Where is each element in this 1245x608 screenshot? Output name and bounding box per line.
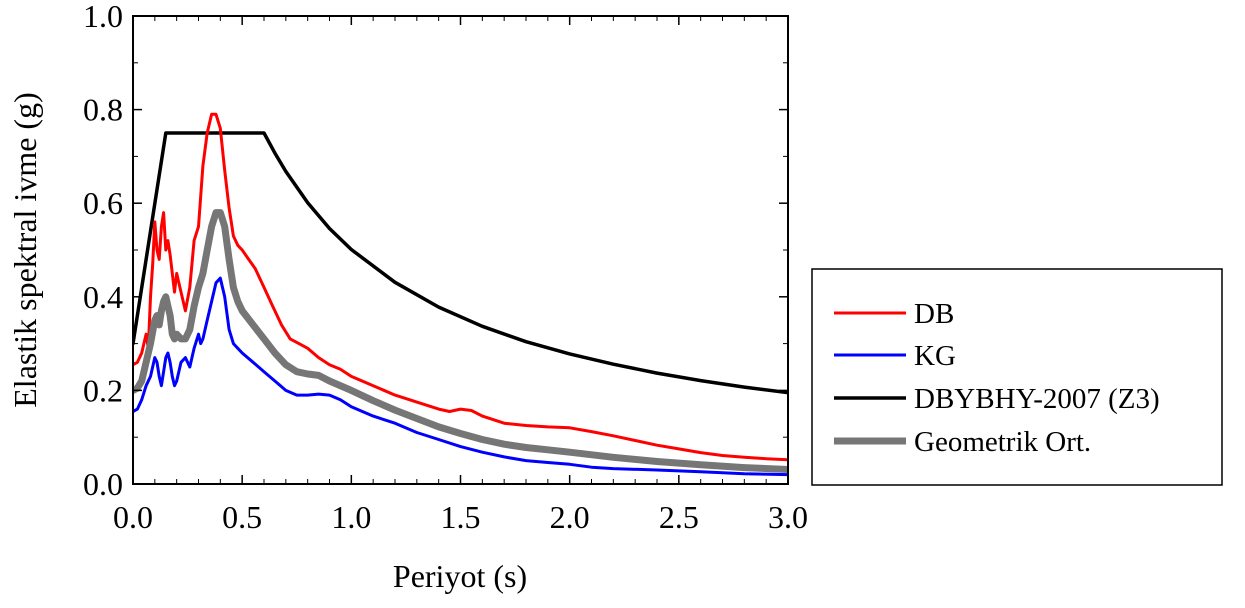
- legend-label: Geometrik Ort.: [914, 426, 1091, 458]
- legend-label: KG: [914, 340, 956, 372]
- tick-labels-layer: 0.0 0.5 1.0 1.5 2.0 2.5 3.0 0.0 0.2 0.4 0.6 0.8 1.0: [83, 0, 808, 535]
- y-tick-label: 0.4: [83, 279, 123, 315]
- y-tick-label: 0.8: [83, 92, 123, 128]
- series-line-dbybhy-2007-z3: [133, 131, 788, 395]
- series-layer: [133, 112, 788, 477]
- legend-frame: [811, 268, 1223, 486]
- y-tick-label: 0.2: [83, 372, 123, 408]
- x-tick-label: 2.5: [659, 499, 699, 535]
- legend-items: DB KG DBYBHY-2007 (Z3) Geometrik Ort.: [834, 298, 1160, 458]
- x-tick-label: 1.5: [441, 499, 481, 535]
- x-tick-label: 3.0: [768, 499, 808, 535]
- x-tick-label: 1.0: [331, 499, 371, 535]
- x-tick-label: 0.5: [222, 499, 262, 535]
- series-line-db: [133, 112, 788, 462]
- ticks-layer: [132, 15, 789, 485]
- x-tick-label: 2.0: [550, 499, 590, 535]
- legend-label: DB: [914, 298, 954, 330]
- series-line-kg: [133, 276, 788, 477]
- y-tick-label: 0.6: [83, 185, 123, 221]
- y-tick-label: 0.0: [83, 466, 123, 502]
- y-axis-title: Elastik spektral ivme (g): [7, 92, 43, 407]
- legend-label: DBYBHY-2007 (Z3): [914, 383, 1160, 415]
- y-tick-label: 1.0: [83, 0, 123, 34]
- x-tick-label: 0.0: [113, 499, 153, 535]
- series-line-geometrik-ort: [133, 209, 788, 473]
- legend: DB KG DBYBHY-2007 (Z3) Geometrik Ort.: [811, 268, 1223, 486]
- x-axis-title: Periyot (s): [393, 558, 527, 594]
